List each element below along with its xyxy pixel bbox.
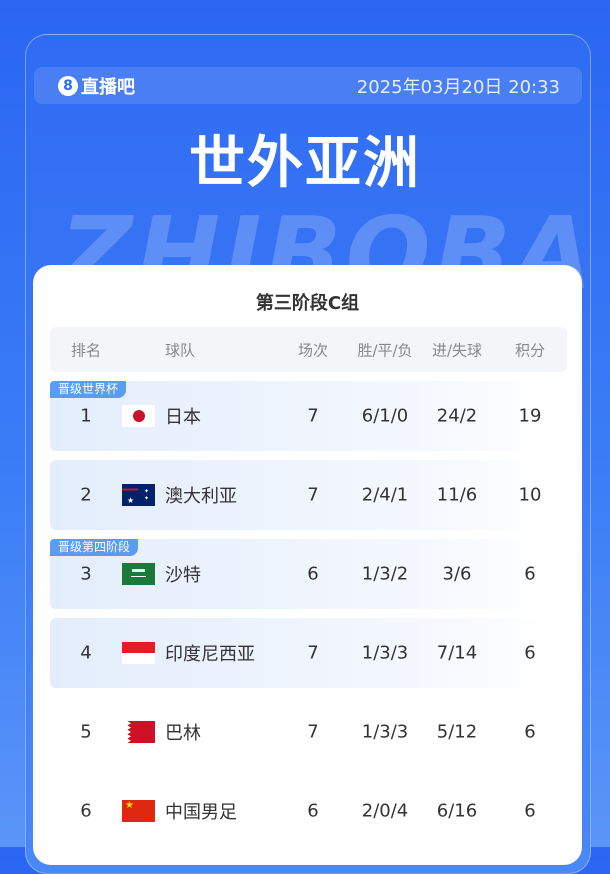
col-team: 球队 bbox=[164, 341, 196, 359]
goals: 6/16 bbox=[436, 800, 478, 822]
standings-card: 第三阶段C组 排名 球队 场次 胜/平/负 进/失球 积分 1 日本 7 6/1… bbox=[33, 265, 582, 865]
played: 7 bbox=[307, 721, 319, 743]
wdl: 2/0/4 bbox=[361, 800, 409, 822]
rank: 1 bbox=[80, 405, 92, 427]
points: 10 bbox=[518, 484, 542, 506]
table-header: 排名 球队 场次 胜/平/负 进/失球 积分 bbox=[50, 327, 567, 372]
logo-text: 直播吧 bbox=[81, 76, 135, 98]
played: 6 bbox=[307, 800, 319, 822]
logo-mark: 8 bbox=[58, 75, 78, 96]
indonesia-flag-icon bbox=[122, 642, 155, 664]
rank: 3 bbox=[80, 563, 92, 585]
rank: 4 bbox=[80, 642, 92, 664]
played: 7 bbox=[307, 405, 319, 427]
table-row[interactable]: 2 ✦ ✦ ★ 澳大利亚 7 2/4/1 11/6 10 bbox=[50, 460, 547, 530]
wdl: 2/4/1 bbox=[361, 484, 409, 506]
points: 19 bbox=[518, 405, 542, 427]
team-name: 日本 bbox=[165, 407, 201, 428]
points: 6 bbox=[524, 642, 536, 664]
goals: 5/12 bbox=[436, 721, 478, 743]
qualified-badge: 晋级世界杯 bbox=[50, 381, 127, 398]
fourth-stage-badge: 晋级第四阶段 bbox=[50, 539, 139, 556]
points: 6 bbox=[524, 563, 536, 585]
col-goals: 进/失球 bbox=[431, 341, 483, 359]
page-title: 世外亚洲 bbox=[189, 131, 421, 196]
played: 6 bbox=[307, 563, 319, 585]
goals: 11/6 bbox=[436, 484, 478, 506]
wdl: 1/3/3 bbox=[361, 721, 409, 743]
team-name: 澳大利亚 bbox=[165, 486, 237, 507]
col-played: 场次 bbox=[297, 341, 329, 359]
wdl: 6/1/0 bbox=[361, 405, 409, 427]
team-name: 中国男足 bbox=[165, 802, 237, 823]
table-row[interactable]: 5 巴林 7 1/3/3 5/12 6 bbox=[50, 697, 547, 767]
table-row[interactable]: 1 日本 7 6/1/0 24/2 19 bbox=[50, 381, 547, 451]
col-points: 积分 bbox=[514, 341, 546, 359]
points: 6 bbox=[524, 800, 536, 822]
rank: 2 bbox=[80, 484, 92, 506]
goals: 3/6 bbox=[442, 563, 472, 585]
rank: 5 bbox=[80, 721, 92, 743]
bahrain-flag-icon bbox=[122, 721, 155, 743]
col-rank: 排名 bbox=[70, 341, 102, 359]
table-row[interactable]: 6 ★ 中国男足 6 2/0/4 6/16 6 bbox=[50, 776, 547, 846]
team-name: 印度尼西亚 bbox=[165, 644, 255, 665]
japan-flag-icon bbox=[122, 405, 155, 427]
rank: 6 bbox=[80, 800, 92, 822]
col-wdl: 胜/平/负 bbox=[357, 341, 413, 359]
team-name: 巴林 bbox=[165, 723, 201, 744]
table-row[interactable]: 4 印度尼西亚 7 1/3/3 7/14 6 bbox=[50, 618, 547, 688]
datetime: 2025年03月20日 20:33 bbox=[356, 76, 560, 98]
goals: 24/2 bbox=[436, 405, 478, 427]
china-flag-icon: ★ bbox=[122, 800, 155, 822]
played: 7 bbox=[307, 484, 319, 506]
group-title: 第三阶段C组 bbox=[255, 293, 360, 314]
zhiboba-logo: 8 直播吧 bbox=[58, 73, 135, 99]
points: 6 bbox=[524, 721, 536, 743]
team-name: 沙特 bbox=[165, 565, 201, 586]
goals: 7/14 bbox=[436, 642, 478, 664]
wdl: 1/3/2 bbox=[361, 563, 409, 585]
played: 7 bbox=[307, 642, 319, 664]
top-bar: 8 直播吧 2025年03月20日 20:33 bbox=[34, 67, 582, 104]
australia-flag-icon: ✦ ✦ ★ bbox=[122, 484, 155, 506]
wdl: 1/3/3 bbox=[361, 642, 409, 664]
saudi-arabia-flag-icon bbox=[122, 563, 155, 585]
